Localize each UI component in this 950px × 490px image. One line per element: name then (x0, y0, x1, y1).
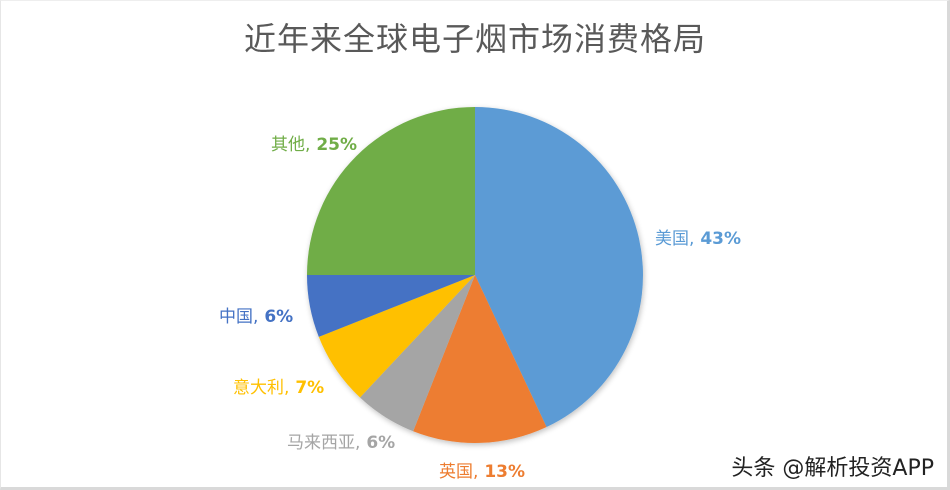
label-us: 美国, 43% (655, 224, 741, 249)
label-us-pct: 43% (700, 229, 742, 249)
label-china-pct: 6% (264, 307, 294, 327)
pie-slice-英国 (413, 275, 547, 443)
label-uk: 英国, 13% (439, 457, 525, 482)
label-other-name: 其他, (271, 135, 311, 155)
label-malaysia-name: 马来西亚, (287, 433, 361, 453)
label-us-name: 美国, (655, 229, 695, 249)
label-uk-pct: 13% (484, 462, 526, 482)
label-malaysia-pct: 6% (366, 433, 396, 453)
label-malaysia: 马来西亚, 6% (287, 428, 395, 453)
pie-slice-其他 (307, 107, 475, 275)
label-china: 中国, 6% (219, 302, 293, 327)
label-other-pct: 25% (316, 135, 358, 155)
pie-slice-美国 (475, 107, 643, 428)
label-uk-name: 英国, (439, 462, 479, 482)
label-italy: 意大利, 7% (233, 373, 324, 398)
label-china-name: 中国, (219, 307, 259, 327)
watermark: 头条 @解析投资APP (731, 456, 934, 481)
pie-slice-中国 (307, 275, 475, 337)
label-other: 其他, 25% (271, 130, 357, 155)
chart-title: 近年来全球电子烟市场消费格局 (243, 20, 706, 58)
pie-slice-马来西亚 (360, 275, 475, 432)
label-italy-name: 意大利, (233, 378, 290, 398)
pie-slice-意大利 (318, 275, 475, 398)
label-italy-pct: 7% (295, 378, 325, 398)
